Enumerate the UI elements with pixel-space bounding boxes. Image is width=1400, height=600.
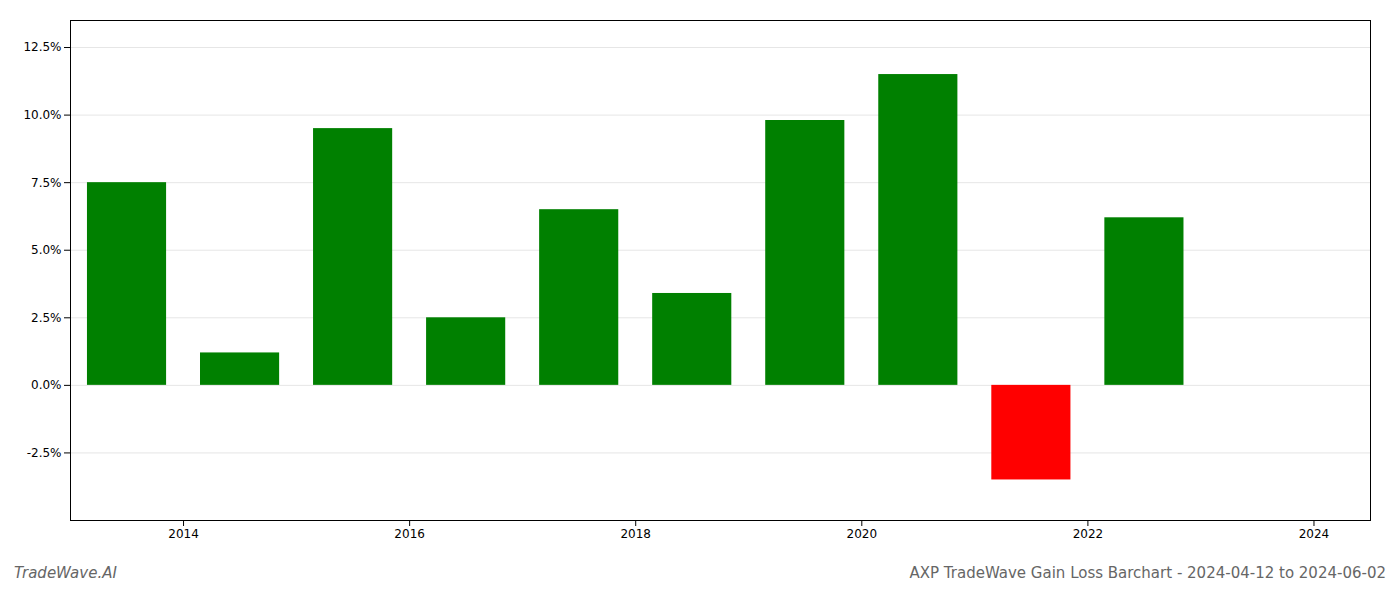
html-text:TradeWave.AI: TradeWave.AI: [14, 564, 117, 582]
svg-text:10.0%: 10.0%: [23, 108, 61, 122]
svg-text:2018: 2018: [620, 527, 651, 541]
svg-text:2020: 2020: [847, 527, 878, 541]
svg-text:0.0%: 0.0%: [31, 378, 62, 392]
svg-text:12.5%: 12.5%: [23, 40, 61, 54]
svg-text:2.5%: 2.5%: [31, 311, 62, 325]
svg-text:2016: 2016: [394, 527, 425, 541]
svg-text:7.5%: 7.5%: [31, 176, 62, 190]
svg-text:2024: 2024: [1299, 527, 1330, 541]
svg-text:2022: 2022: [1073, 527, 1104, 541]
svg-text:2014: 2014: [168, 527, 199, 541]
svg-text:-2.5%: -2.5%: [27, 446, 62, 460]
html-text:AXP TradeWave Gain Loss Barcha: AXP TradeWave Gain Loss Barchart - 2024-…: [909, 564, 1386, 582]
svg-text:5.0%: 5.0%: [31, 243, 62, 257]
